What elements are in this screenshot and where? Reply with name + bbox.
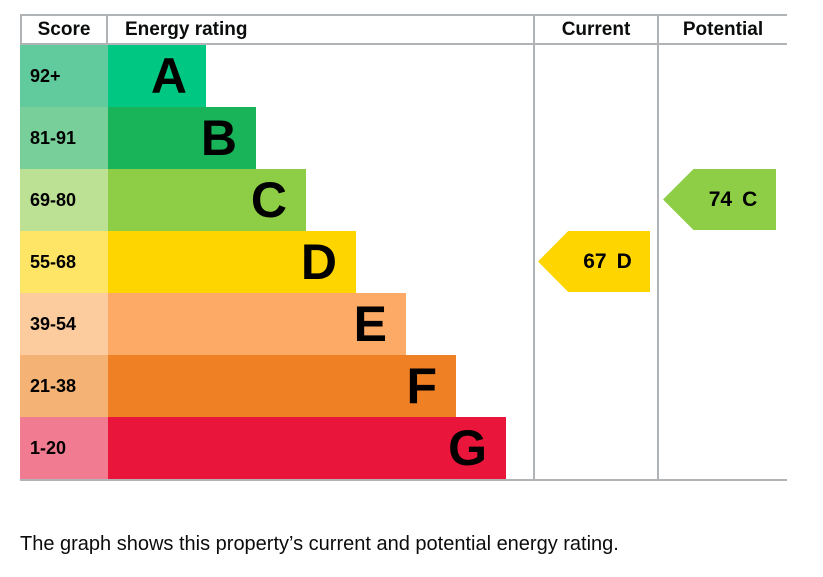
table-top-border (20, 14, 787, 16)
band-bar: D (108, 231, 356, 293)
epc-rating-chart: Score Energy rating Current Potential 92… (20, 14, 787, 481)
band-bar: A (108, 45, 206, 107)
band-letter: D (300, 234, 337, 290)
header-bottom-border (20, 43, 787, 45)
current-rating-value: 67 (583, 249, 607, 273)
band-row-e: 39-54 E (20, 293, 787, 355)
band-score-label: 81-91 (20, 107, 108, 169)
header-score-label: Score (37, 18, 91, 40)
band-score-label: 92+ (20, 45, 108, 107)
potential-rating-value: 74 (708, 187, 733, 211)
table-bottom-border (20, 479, 787, 481)
band-score-label: 69-80 (20, 169, 108, 231)
current-column-divider (533, 14, 535, 481)
band-row-a: 92+ A (20, 45, 787, 107)
band-row-f: 21-38 F (20, 355, 787, 417)
chart-caption: The graph shows this property’s current … (20, 533, 619, 555)
band-bar: C (108, 169, 306, 231)
band-letter: F (406, 358, 437, 414)
band-letter: B (200, 110, 237, 166)
potential-rating-band: C (742, 187, 758, 211)
header-potential-label: Potential (682, 18, 764, 40)
band-letter: A (150, 48, 187, 104)
band-bar: G (108, 417, 506, 479)
score-column-divider (106, 14, 108, 45)
band-score-label: 21-38 (20, 355, 108, 417)
band-bar: E (108, 293, 406, 355)
band-bar: F (108, 355, 456, 417)
potential-column-divider (657, 14, 659, 481)
band-row-c: 69-80 C (20, 169, 787, 231)
band-score-label: 1-20 (20, 417, 108, 479)
header-energy-rating-label: Energy rating (125, 18, 248, 40)
band-score-label: 55-68 (20, 231, 108, 293)
header-left-border (20, 14, 22, 45)
band-row-g: 1-20 G (20, 417, 787, 479)
band-score-label: 39-54 (20, 293, 108, 355)
band-letter: G (448, 420, 487, 476)
band-row-b: 81-91 B (20, 107, 787, 169)
band-letter: E (353, 296, 387, 352)
current-rating-band: D (616, 249, 632, 273)
header-current-label: Current (561, 18, 631, 40)
band-bar: B (108, 107, 256, 169)
band-row-d: 55-68 D (20, 231, 787, 293)
band-letter: C (250, 172, 287, 228)
